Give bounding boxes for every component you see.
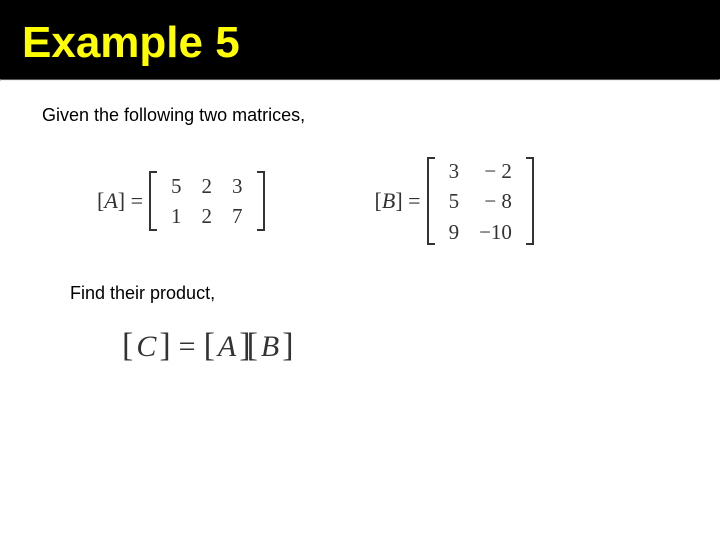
matrix-b-right-bracket bbox=[526, 157, 534, 245]
bracket-close: ] bbox=[282, 327, 293, 365]
matrices-row: [A] = 5 2 3 1 2 7 bbox=[97, 156, 690, 247]
table-row: 1 2 7 bbox=[161, 201, 253, 231]
product-lhs-var: C bbox=[135, 330, 157, 364]
equals-sign: = bbox=[173, 330, 202, 364]
matrix-a-left-bracket bbox=[149, 171, 157, 231]
matrix-a-var: A bbox=[104, 188, 117, 213]
matrix-cell: 7 bbox=[222, 201, 253, 231]
intro-text: Given the following two matrices, bbox=[42, 105, 690, 126]
matrix-cell: 5 bbox=[161, 171, 192, 201]
bracket-open: [ bbox=[122, 327, 133, 365]
bracket-open: [ bbox=[375, 188, 382, 213]
matrix-cell: 2 bbox=[192, 201, 223, 231]
matrix-cell: 3 bbox=[439, 156, 470, 186]
bracket-close: ] bbox=[395, 188, 402, 213]
bracket-open: [ bbox=[247, 327, 258, 365]
find-text: Find their product, bbox=[70, 283, 690, 304]
table-row: 9 −10 bbox=[439, 217, 522, 247]
matrix-cell: 1 bbox=[161, 201, 192, 231]
matrix-b-block: [B] = 3 − 2 5 − 8 9 −10 bbox=[375, 156, 534, 247]
table-row: 5 2 3 bbox=[161, 171, 253, 201]
matrix-a-block: [A] = 5 2 3 1 2 7 bbox=[97, 171, 265, 232]
table-row: 3 − 2 bbox=[439, 156, 522, 186]
matrix-b-table: 3 − 2 5 − 8 9 −10 bbox=[439, 156, 522, 247]
slide-header: Example 5 bbox=[0, 0, 720, 79]
matrix-b-left-bracket bbox=[427, 157, 435, 245]
matrix-cell: 5 bbox=[439, 186, 470, 216]
slide-title: Example 5 bbox=[22, 18, 720, 68]
matrix-cell: 3 bbox=[222, 171, 253, 201]
product-rhs2-var: B bbox=[260, 330, 280, 364]
matrix-cell: −10 bbox=[469, 217, 522, 247]
matrix-a-right-bracket bbox=[257, 171, 265, 231]
bracket-close: ] bbox=[159, 327, 170, 365]
product-rhs1-var: A bbox=[217, 330, 237, 364]
bracket-open: [ bbox=[204, 327, 215, 365]
matrix-cell: 2 bbox=[192, 171, 223, 201]
equals-sign: = bbox=[408, 188, 420, 213]
matrix-a-label: [A] = bbox=[97, 188, 143, 214]
matrix-b-label: [B] = bbox=[375, 188, 421, 214]
equals-sign: = bbox=[131, 188, 143, 213]
matrix-a-table: 5 2 3 1 2 7 bbox=[161, 171, 253, 232]
slide-body: Given the following two matrices, [A] = … bbox=[0, 81, 720, 366]
matrix-cell: − 8 bbox=[469, 186, 522, 216]
matrix-b-body: 3 − 2 5 − 8 9 −10 bbox=[427, 156, 534, 247]
product-equation: [ C ] = [ A ] [ B ] bbox=[122, 328, 690, 366]
bracket-close: ] bbox=[118, 188, 125, 213]
matrix-a-body: 5 2 3 1 2 7 bbox=[149, 171, 265, 232]
matrix-b-var: B bbox=[382, 188, 395, 213]
table-row: 5 − 8 bbox=[439, 186, 522, 216]
matrix-cell: − 2 bbox=[469, 156, 522, 186]
matrix-cell: 9 bbox=[439, 217, 470, 247]
